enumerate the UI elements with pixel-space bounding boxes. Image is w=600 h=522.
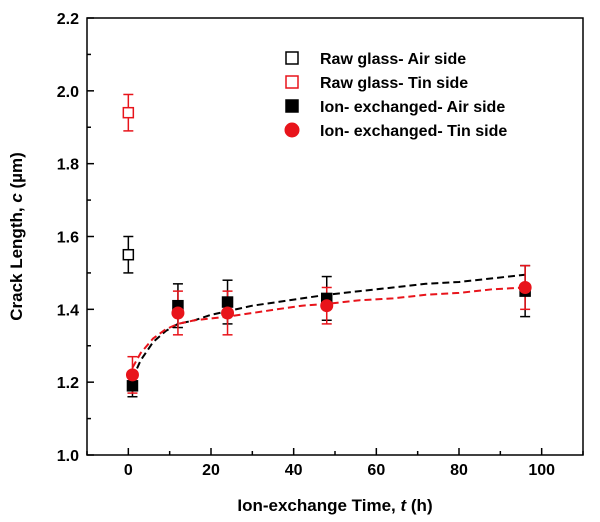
legend-label: Ion- exchanged- Air side (320, 99, 505, 116)
data-point-square-open (122, 248, 135, 261)
data-point-square-filled (126, 380, 139, 392)
legend-label: Raw glass- Tin side (320, 75, 468, 92)
fit-curve (131, 273, 526, 379)
y-tick-label: 1.6 (57, 230, 79, 247)
fit-curves (131, 273, 526, 379)
x-axis-title: Ion-exchange Time, t (h) (237, 496, 432, 515)
x-tick-label: 20 (202, 462, 220, 479)
x-axis-ticks: 0 20 40 60 80 100 (86, 448, 584, 479)
y-tick-label: 1.4 (57, 302, 79, 319)
legend-marker (285, 51, 299, 65)
data-point-circle (221, 306, 235, 320)
x-tick-label: 0 (124, 462, 133, 479)
y-axis-ticks: 1.0 1.2 1.4 1.6 1.8 2.0 2.2 (57, 11, 94, 465)
x-tick-label: 40 (285, 462, 303, 479)
y-axis-title: Crack Length, c (µm) (7, 152, 26, 321)
data-point-square-open (122, 106, 135, 119)
x-tick-label: 100 (528, 462, 555, 479)
data-point-circle (320, 299, 334, 313)
x-tick-label: 80 (450, 462, 468, 479)
y-tick-label: 1.2 (57, 375, 79, 392)
legend-marker (284, 122, 300, 138)
y-tick-label: 2.0 (57, 84, 79, 101)
y-tick-label: 2.2 (57, 11, 79, 28)
data-points (122, 106, 532, 392)
y-tick-label: 1.8 (57, 157, 79, 174)
legend: Raw glass- Air side Raw glass- Tin side Io… (284, 51, 507, 140)
y-tick-label: 1.0 (57, 448, 79, 465)
data-point-square-filled (221, 296, 234, 308)
x-tick-label: 60 (367, 462, 385, 479)
fit-curve (131, 286, 526, 369)
legend-marker (285, 99, 299, 113)
legend-label: Raw glass- Air side (320, 51, 466, 68)
data-point-circle (518, 280, 532, 294)
legend-marker (285, 75, 299, 89)
legend-label: Ion- exchanged- Tin side (320, 123, 507, 140)
data-point-circle (125, 368, 139, 382)
data-point-circle (171, 306, 185, 320)
